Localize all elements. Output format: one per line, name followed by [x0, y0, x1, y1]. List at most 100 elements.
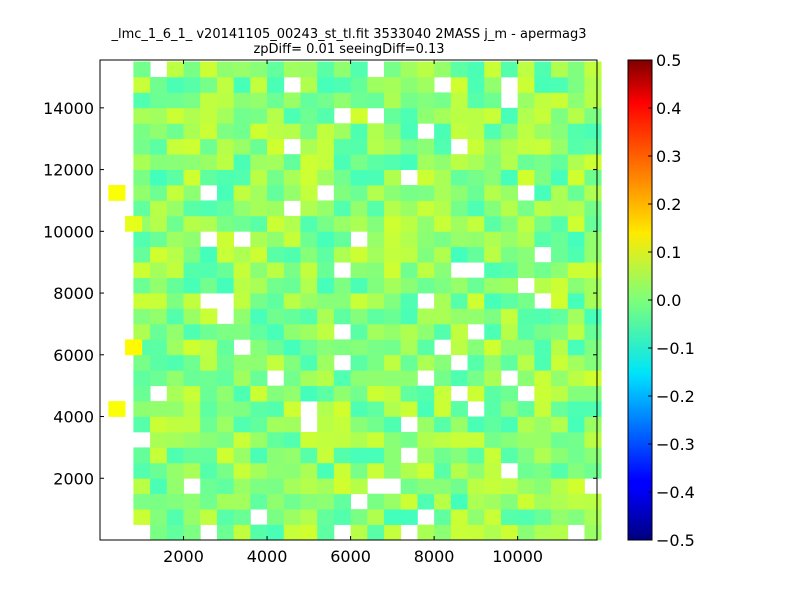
heatmap-cell	[267, 107, 285, 124]
heatmap-cell	[450, 61, 468, 78]
heatmap-cell	[384, 370, 402, 387]
heatmap-cell	[267, 154, 285, 170]
heatmap-cell	[267, 323, 285, 340]
heatmap-cell	[467, 416, 485, 433]
heatmap-cell	[166, 92, 184, 109]
heatmap-cell	[250, 478, 268, 495]
heatmap-cell	[400, 107, 418, 124]
heatmap-cell	[384, 185, 402, 201]
heatmap-cell	[534, 524, 552, 541]
heatmap-cell	[133, 138, 151, 155]
heatmap-cell	[200, 200, 218, 217]
heatmap-cell	[200, 385, 218, 402]
heatmap-cell	[551, 200, 569, 217]
heatmap-cell	[300, 478, 318, 495]
heatmap-cell	[450, 339, 468, 356]
heatmap-cell	[216, 524, 235, 541]
heatmap-cell	[283, 339, 301, 356]
heatmap-cell	[400, 185, 418, 201]
heatmap-cell	[150, 524, 168, 541]
heatmap-cell	[317, 447, 335, 464]
heatmap-cell	[317, 154, 335, 170]
heatmap-cell	[551, 185, 569, 201]
colorbar-tick-label: 0.0	[656, 291, 681, 310]
heatmap-cell	[200, 123, 218, 140]
heatmap-cell	[283, 416, 301, 433]
heatmap-cell	[450, 76, 468, 93]
heatmap-cell	[500, 154, 519, 170]
heatmap-cell	[300, 61, 318, 78]
heatmap-cell	[367, 293, 385, 309]
heatmap-cell	[183, 215, 201, 232]
heatmap-cell	[534, 200, 552, 217]
heatmap-cell	[183, 92, 201, 109]
heatmap-cell	[534, 462, 552, 479]
heatmap-cell	[300, 215, 318, 232]
heatmap-cell	[250, 107, 268, 124]
heatmap-cell	[584, 416, 602, 433]
heatmap-cell	[417, 462, 435, 479]
heatmap-cell	[517, 323, 535, 340]
heatmap-cell	[584, 401, 602, 417]
heatmap-cell	[400, 92, 418, 109]
heatmap-cell	[367, 323, 385, 340]
heatmap-cell	[250, 447, 268, 464]
heatmap-cell	[300, 431, 318, 448]
heatmap-cell	[567, 277, 585, 294]
heatmap-cell	[417, 478, 435, 495]
heatmap-cell	[216, 76, 235, 93]
heatmap-cell	[300, 277, 318, 294]
heatmap-cell	[517, 431, 535, 448]
heatmap-cell	[233, 354, 251, 371]
heatmap-cell	[417, 154, 435, 170]
heatmap-cell	[233, 493, 251, 510]
heatmap-cell	[300, 169, 318, 186]
heatmap-cell	[166, 524, 184, 541]
heatmap-cell	[267, 462, 285, 479]
heatmap-cell	[551, 215, 569, 232]
heatmap-cell	[183, 231, 201, 248]
heatmap-cell	[384, 431, 402, 448]
heatmap-cell	[367, 339, 385, 356]
heatmap-cell	[216, 231, 235, 248]
heatmap-cell	[216, 462, 235, 479]
heatmap-cell	[534, 401, 552, 417]
heatmap-cell	[584, 262, 602, 279]
heatmap-cell	[150, 339, 168, 356]
axis-ticks: 2000 4000 6000 8000 10000 2000 4000 6000 8000 100…	[43, 60, 597, 566]
heatmap-cell	[283, 215, 301, 232]
heatmap-cell	[250, 61, 268, 78]
heatmap-cell	[283, 447, 301, 464]
heatmap-cell	[400, 76, 418, 93]
heatmap-cell	[350, 92, 368, 109]
heatmap-cell	[166, 447, 184, 464]
heatmap-cell	[350, 431, 368, 448]
heatmap-cell	[450, 447, 468, 464]
heatmap-cell	[233, 154, 251, 170]
heatmap-cell	[317, 524, 335, 541]
heatmap-cell	[216, 123, 235, 140]
heatmap-cell	[150, 323, 168, 340]
heatmap-cell	[567, 370, 585, 387]
heatmap-cell	[350, 370, 368, 387]
heatmap-cell	[216, 215, 235, 232]
heatmap-cell	[400, 354, 418, 371]
heatmap-cell	[384, 231, 402, 248]
heatmap-cell	[534, 61, 552, 78]
heatmap-cell	[484, 385, 502, 402]
chart-title-line2: zpDiff= 0.01 seeingDiff=0.13	[253, 42, 444, 57]
heatmap-cell	[233, 447, 251, 464]
heatmap-cell	[183, 493, 201, 510]
heatmap-cell	[400, 61, 418, 78]
heatmap-cell	[517, 462, 535, 479]
heatmap-cell	[384, 354, 402, 371]
heatmap-cell	[200, 154, 218, 170]
heatmap-cell	[350, 262, 368, 279]
heatmap-cell	[450, 169, 468, 186]
heatmap-cell	[567, 293, 585, 309]
heatmap-cell	[434, 493, 452, 510]
heatmap-cell	[384, 323, 402, 340]
heatmap-cell	[150, 370, 168, 387]
heatmap-cell	[333, 293, 351, 309]
heatmap-cell	[400, 462, 418, 479]
